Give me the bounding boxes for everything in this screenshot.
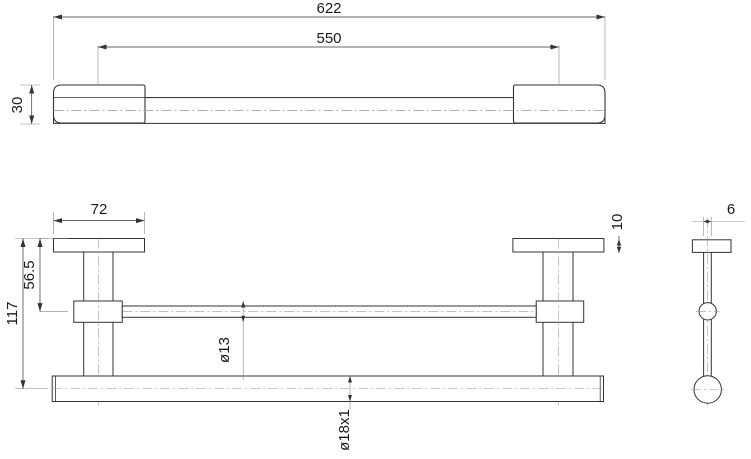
- svg-text:6: 6: [727, 201, 735, 218]
- svg-text:30: 30: [9, 97, 26, 114]
- svg-text:550: 550: [316, 30, 341, 47]
- svg-text:56.5: 56.5: [21, 260, 38, 289]
- svg-text:622: 622: [316, 0, 341, 17]
- svg-text:ø13: ø13: [216, 337, 233, 363]
- svg-text:ø18x1: ø18x1: [336, 409, 353, 451]
- svg-text:10: 10: [609, 214, 626, 231]
- svg-text:117: 117: [4, 302, 21, 326]
- svg-text:72: 72: [91, 201, 108, 218]
